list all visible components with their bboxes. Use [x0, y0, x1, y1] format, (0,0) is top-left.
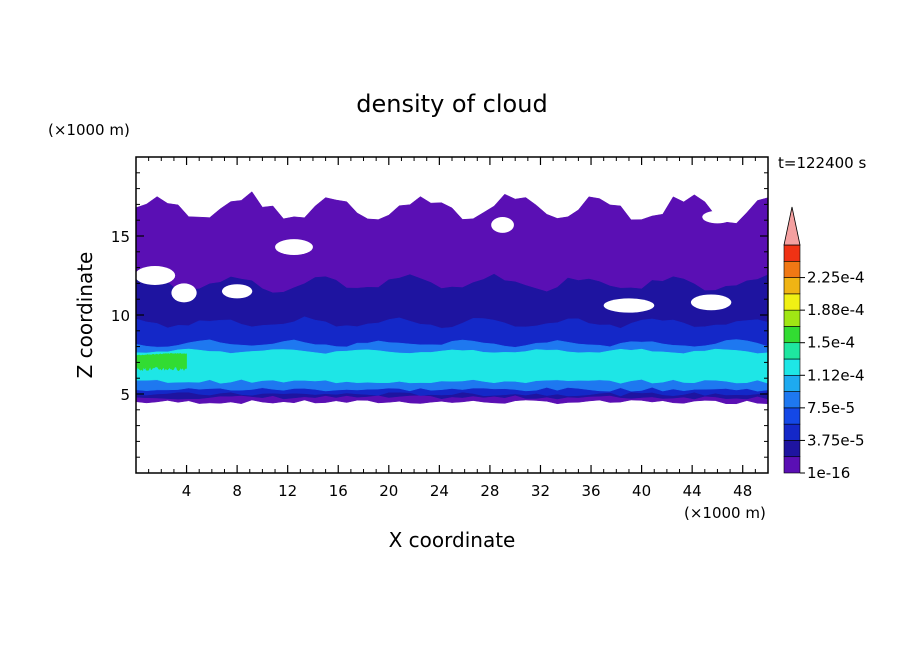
colorbar-label: 2.25e-4 — [807, 269, 865, 287]
colorbar-swatch — [783, 456, 801, 474]
colorbar-swatch — [783, 293, 801, 311]
y-tick-label: 5 — [120, 386, 130, 404]
x-unit-label: (×1000 m) — [684, 504, 766, 522]
colorbar-swatch — [783, 407, 801, 425]
colorbar-swatch — [783, 391, 801, 409]
colorbar-overflow-arrow — [783, 206, 801, 246]
colorbar-label: 7.5e-5 — [807, 399, 855, 417]
x-axis-label: X coordinate — [389, 528, 516, 552]
y-tick-label: 10 — [111, 307, 130, 325]
colorbar-swatch — [783, 326, 801, 344]
colorbar-label: 3.75e-5 — [807, 431, 865, 449]
colorbar-swatch — [783, 260, 801, 278]
x-tick-label: 16 — [329, 482, 348, 500]
colorbar-swatch — [783, 277, 801, 295]
colorbar-swatch — [783, 358, 801, 376]
x-tick-label: 4 — [182, 482, 192, 500]
colorbar-swatch — [783, 244, 801, 262]
colorbar-label: 1e-16 — [807, 464, 850, 482]
chart-title: density of cloud — [356, 90, 547, 118]
cloud-gap-7 — [491, 217, 514, 233]
colorbar-swatch — [783, 342, 801, 360]
cloud-layer-4 — [136, 348, 768, 384]
x-tick-label: 32 — [531, 482, 550, 500]
clear-sky-gaps — [136, 210, 733, 313]
x-tick-label: 24 — [430, 482, 449, 500]
colorbar-label: 1.88e-4 — [807, 301, 865, 319]
cloud-layer-5 — [136, 352, 187, 372]
x-tick-label: 28 — [480, 482, 499, 500]
x-ticks: 4 8 12 16 20 24 28 32 36 40 44 48 — [148, 157, 756, 500]
cloud-gap-4 — [603, 298, 655, 313]
colorbar-label: 1.5e-4 — [807, 334, 855, 352]
x-tick-label: 12 — [278, 482, 297, 500]
colorbar-label: 1.12e-4 — [807, 366, 865, 384]
colorbar-swatch — [783, 309, 801, 327]
y-tick-label: 15 — [111, 228, 130, 246]
y-axis-label: Z coordinate — [73, 252, 97, 379]
cloud-gap-5 — [690, 294, 732, 311]
x-tick-label: 40 — [632, 482, 651, 500]
colorbar-swatch — [783, 440, 801, 458]
cloud-gap-2 — [171, 283, 197, 303]
x-tick-label: 8 — [232, 482, 242, 500]
cloud-gap-6 — [702, 210, 733, 224]
colorbar-swatch — [783, 374, 801, 392]
x-tick-label: 36 — [581, 482, 600, 500]
y-ticks: 5 10 15 — [111, 172, 768, 458]
cloud-gap-0 — [275, 239, 313, 255]
y-unit-label: (×1000 m) — [48, 121, 130, 139]
colorbar-swatch — [783, 423, 801, 441]
x-tick-label: 48 — [733, 482, 752, 500]
x-tick-label: 20 — [379, 482, 398, 500]
colorbar: 1e-16 3.75e-5 7.5e-5 1.12e-4 1.5e-4 1.88e-4 2.… — [783, 206, 865, 482]
cloud-gap-1 — [136, 266, 176, 285]
time-label: t=122400 s — [778, 154, 866, 172]
cloud-gap-3 — [221, 284, 253, 299]
x-tick-label: 44 — [683, 482, 702, 500]
